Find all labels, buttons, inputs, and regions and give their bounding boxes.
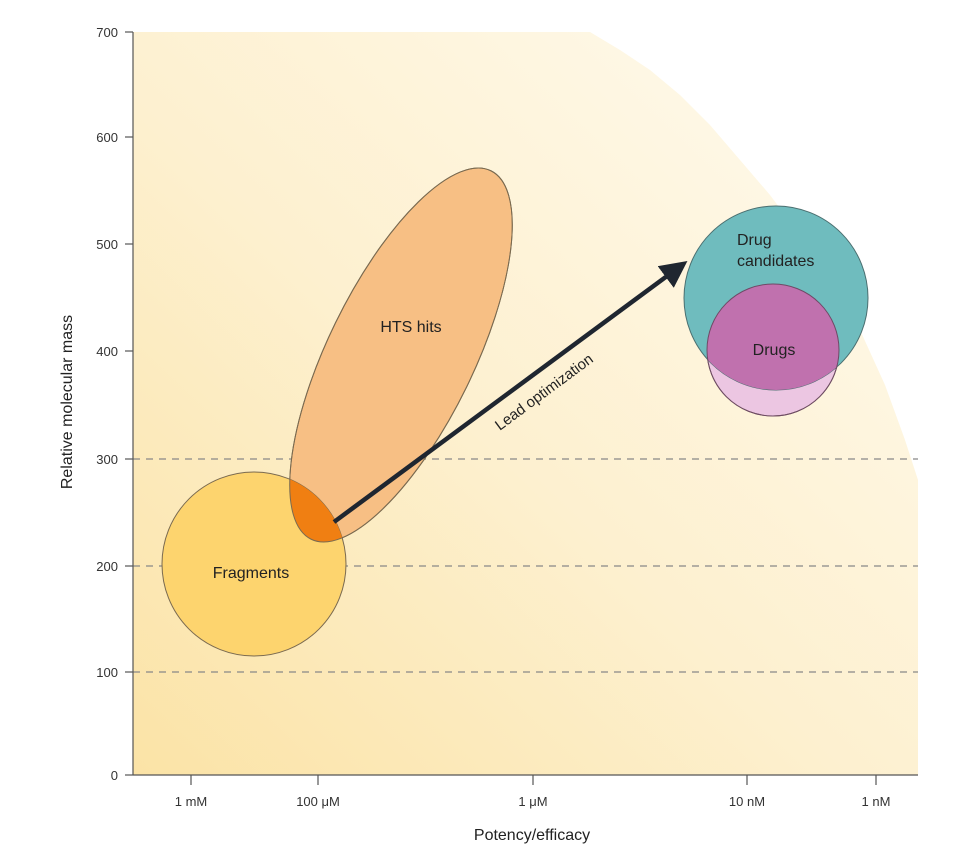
x-axis-title: Potency/efficacy <box>474 827 590 844</box>
x-tick-label: 1 nM <box>862 794 891 809</box>
lead-optimization-arrow <box>332 260 688 524</box>
y-axis-tick-labels: 0 100 200 300 400 500 600 700 <box>96 25 118 783</box>
x-tick-label: 1 mM <box>175 794 208 809</box>
drug-candidates-label-line1: Drug <box>737 232 772 249</box>
x-axis-tick-labels: 1 mM 100 μM 1 μM 10 nM 1 nM <box>175 794 891 809</box>
drug-candidates-label-line2: candidates <box>737 253 814 270</box>
y-axis-title: Relative molecular mass <box>59 315 76 489</box>
x-tick-label: 100 μM <box>296 794 340 809</box>
drugs-outline <box>706 283 840 417</box>
y-axis-ticks <box>125 31 133 776</box>
fragments-label: Fragments <box>213 565 289 582</box>
y-tick-label: 600 <box>96 130 118 145</box>
y-tick-label: 200 <box>96 559 118 574</box>
drugs-label: Drugs <box>753 342 796 359</box>
y-tick-label: 700 <box>96 25 118 40</box>
x-tick-label: 10 nM <box>729 794 765 809</box>
x-tick-label: 1 μM <box>518 794 547 809</box>
y-tick-label: 0 <box>111 768 118 783</box>
hts-hits-label: HTS hits <box>380 319 441 336</box>
y-tick-label: 100 <box>96 665 118 680</box>
y-tick-label: 400 <box>96 344 118 359</box>
x-axis-ticks <box>190 775 877 785</box>
y-tick-label: 500 <box>96 237 118 252</box>
hts-hits-outline <box>289 167 513 543</box>
y-tick-label: 300 <box>96 452 118 467</box>
